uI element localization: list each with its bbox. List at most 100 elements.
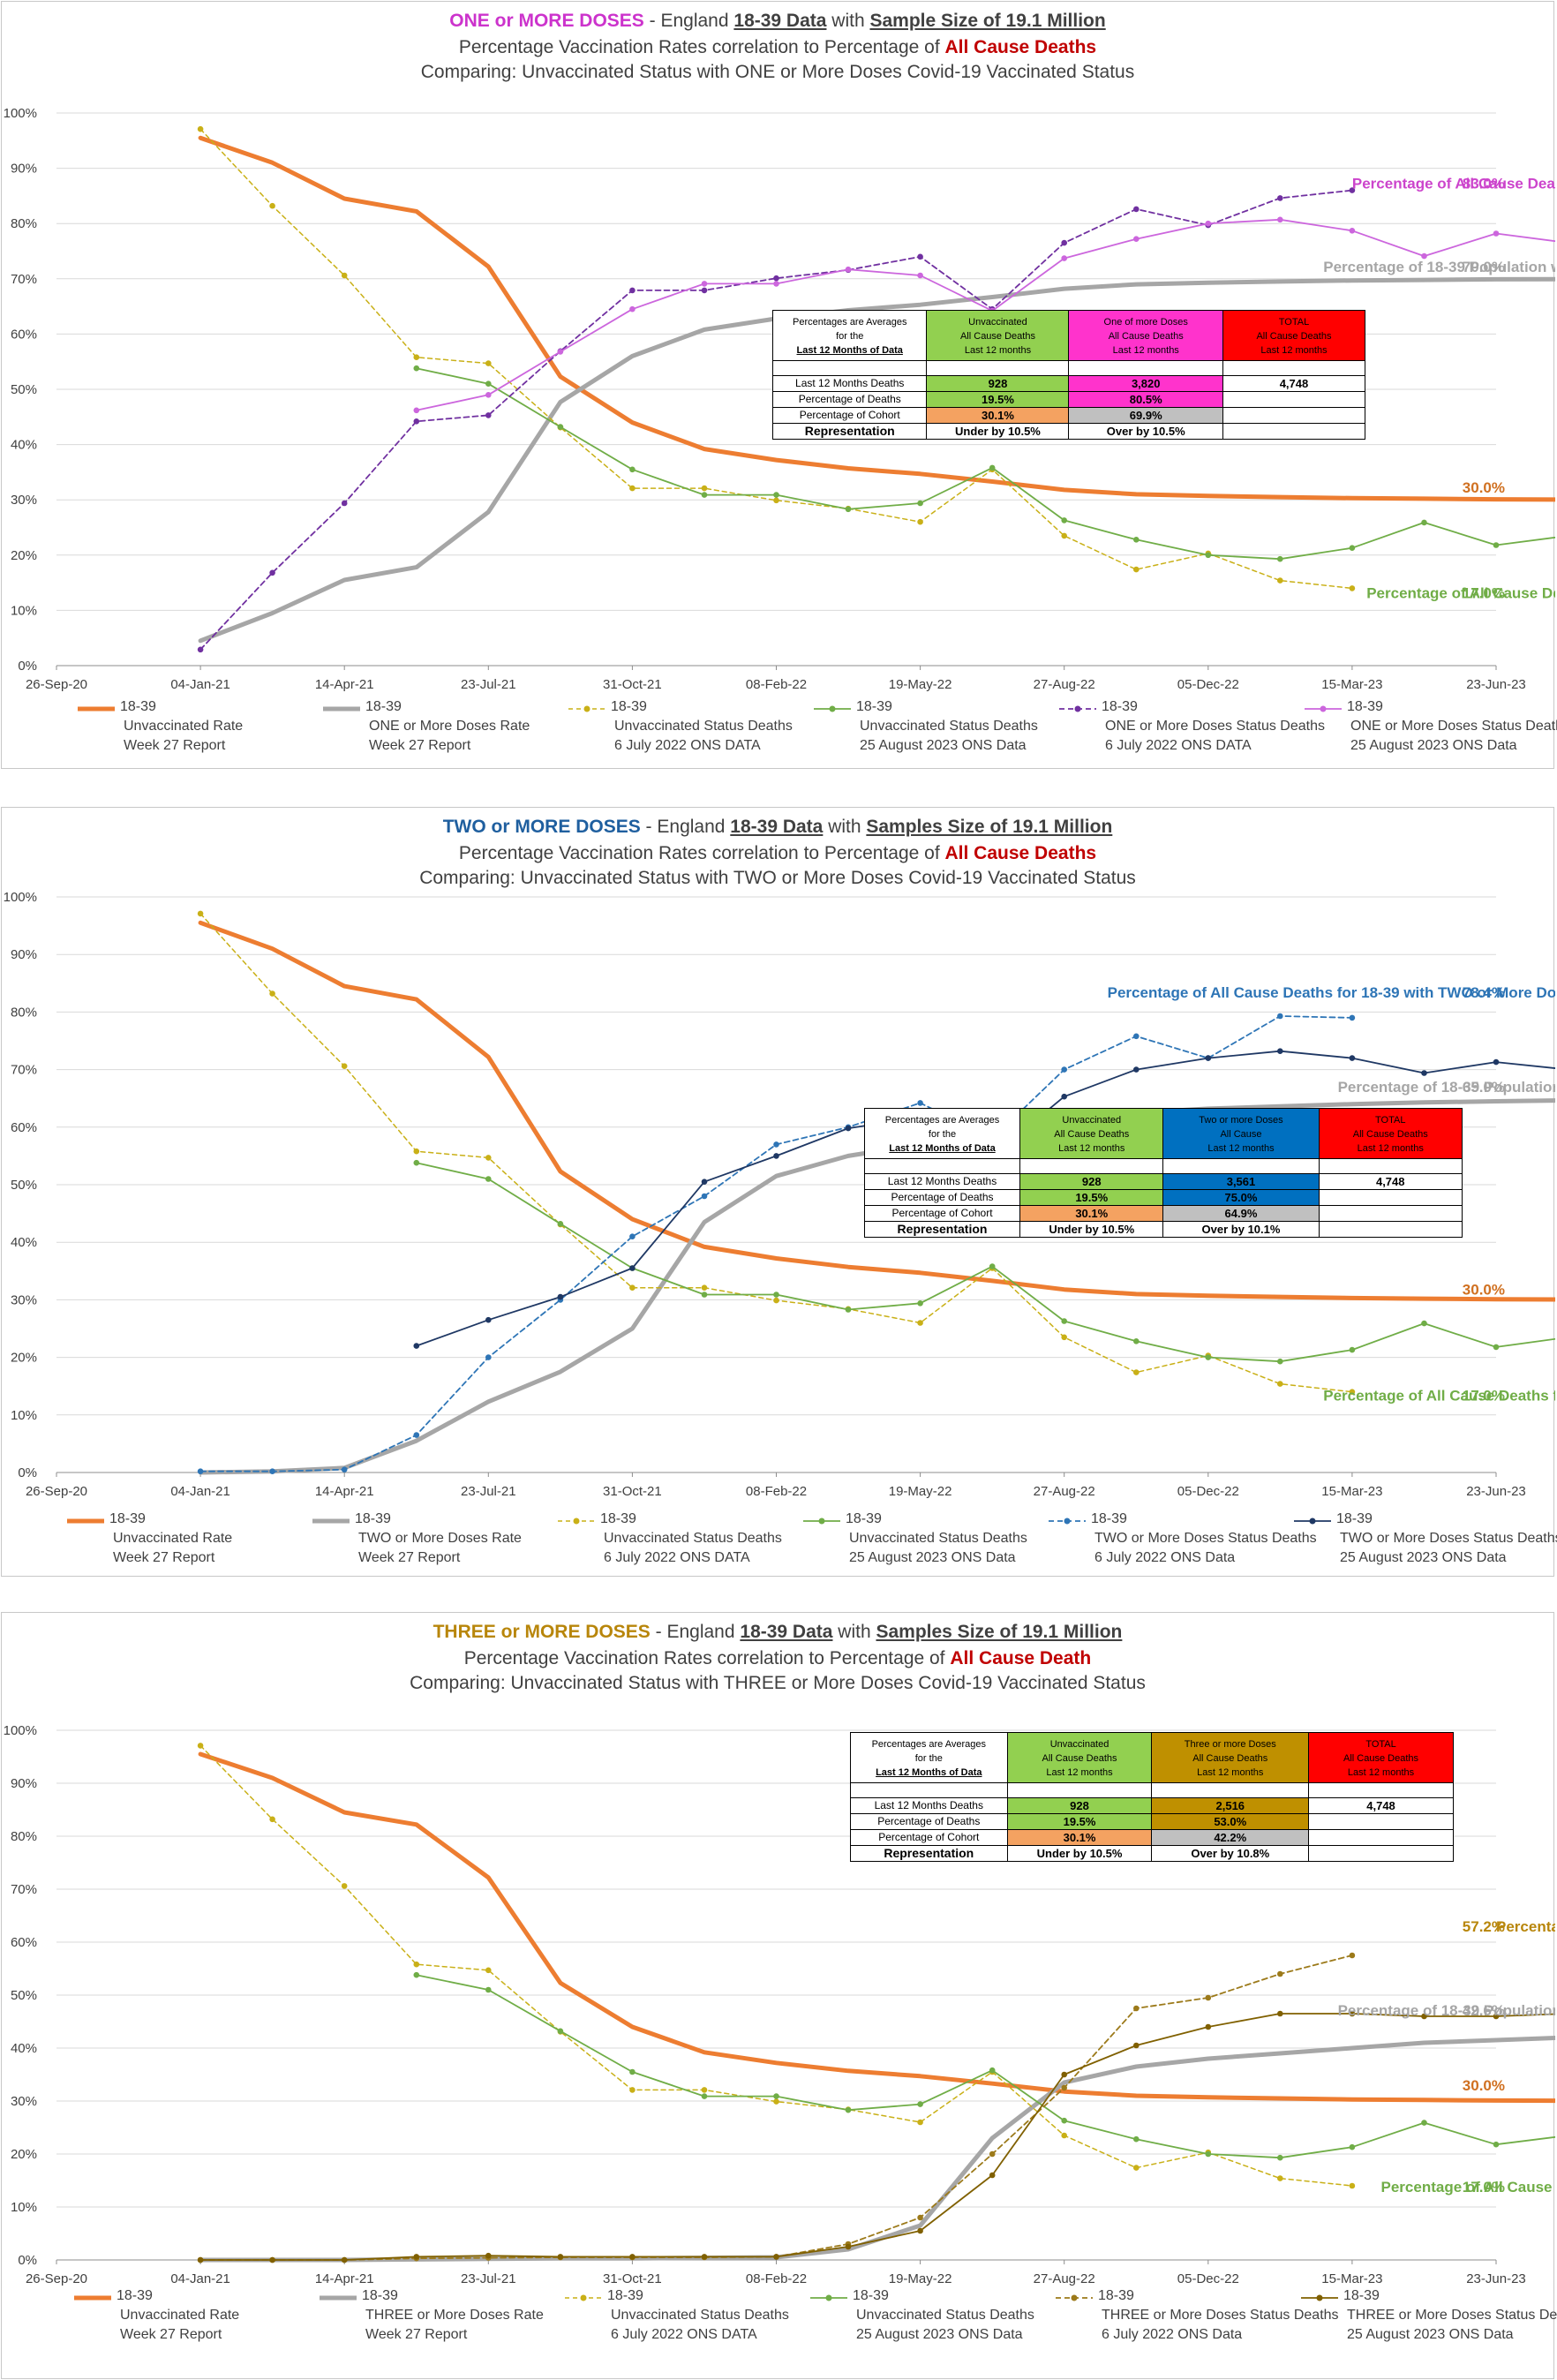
data-point (1349, 1055, 1356, 1061)
legend-line-1: Unvaccinated Rate (124, 719, 244, 734)
legend-series-name: 18-39 (365, 699, 402, 714)
data-point (1349, 1952, 1356, 1959)
table-row: Percentage of Deaths 19.5% 80.5% (771, 391, 1366, 408)
data-point (1277, 1970, 1283, 1977)
title-part: - England (650, 1622, 741, 1642)
table-spacer (863, 1158, 1021, 1174)
table-col-unvaccinated-line: Last 12 months (964, 345, 1032, 356)
line-chart-plot: 0% 10% 20% 30% 40% 50% 60% 70% 80% 90% 100% 26-Sep-… (4, 1723, 1555, 2286)
annotation-label: Percentage of All Cause Deaths for 18-39… (1108, 984, 1555, 1001)
title-part: - England (640, 817, 731, 837)
legend-line-1: Unvaccinated Rate (113, 1531, 233, 1546)
data-point (989, 464, 996, 471)
data-point (485, 1967, 492, 1974)
data-point (1421, 519, 1427, 526)
title-part: with (823, 817, 867, 837)
table-col-total: TOTAL All Cause Deaths Last 12 months (1318, 1108, 1463, 1159)
row-value-unvaccinated: Under by 10.5% (1006, 1845, 1153, 1862)
data-point (1133, 537, 1140, 543)
legend-line-1: THREE or More Doses Status Deaths (1347, 2308, 1557, 2323)
legend-swatch (810, 2294, 847, 2301)
annotation-value: 83.0% (1463, 176, 1505, 192)
data-point (557, 1293, 564, 1300)
data-point (701, 1179, 708, 1185)
annotation-value: 78.4% (1463, 984, 1505, 1001)
y-tick-label: 10% (11, 1408, 37, 1423)
data-point (269, 1468, 275, 1474)
data-point (413, 407, 420, 414)
subtitle-text: Percentage Vaccination Rates correlation… (458, 843, 945, 863)
title-dose-label: ONE or MORE DOSES (449, 11, 644, 31)
data-point (413, 1971, 420, 1978)
row-label: Last 12 Months Deaths (863, 1173, 1021, 1190)
legend-series-name: 18-39 (1102, 699, 1138, 714)
table-col-vaccinated-line: Three or more Doses (1184, 1739, 1276, 1750)
title-dose-label: TWO or MORE DOSES (442, 817, 641, 837)
data-point (1277, 195, 1283, 201)
y-tick-label: 60% (11, 1120, 37, 1135)
data-point (413, 1159, 420, 1166)
table-note-line: Last 12 Months of Data (876, 1767, 982, 1778)
x-tick-label: 27-Aug-22 (1034, 1484, 1095, 1499)
data-point (1421, 252, 1427, 260)
legend-line-2: 6 July 2022 ONS DATA (614, 738, 761, 753)
x-tick-label: 14-Apr-21 (315, 677, 374, 692)
data-point (1205, 2150, 1212, 2158)
y-tick-label: 70% (11, 272, 37, 287)
data-point (773, 1153, 779, 1159)
legend-line-2: Week 27 Report (369, 738, 471, 753)
x-tick-label: 14-Apr-21 (315, 2271, 374, 2286)
series-line (198, 276, 1555, 644)
data-point (1205, 1994, 1212, 2001)
legend-swatch (568, 705, 606, 712)
x-tick-label: 23-Jul-21 (461, 1484, 516, 1499)
legend-line-1: TWO or More Doses Status Deaths (1094, 1531, 1317, 1546)
x-tick-label: 05-Dec-22 (1177, 1484, 1239, 1499)
row-label: Percentage of Cohort (850, 1829, 1008, 1846)
chart-panel-three-doses: THREE or MORE DOSES - England 18-39 Data… (1, 1612, 1557, 2379)
table-col-vaccinated-line: All Cause Deaths (1192, 1753, 1268, 1764)
data-point (1349, 2182, 1356, 2189)
data-point (269, 202, 275, 209)
row-value-total: 4,748 (1222, 375, 1366, 392)
y-tick-label: 80% (11, 216, 37, 231)
data-point (989, 2150, 996, 2158)
row-label: Percentage of Cohort (771, 407, 928, 424)
data-point (1277, 2154, 1283, 2161)
data-point (197, 1468, 204, 1474)
table-row: Representation Under by 10.5% Over by 10.1… (863, 1221, 1463, 1238)
data-point (341, 1883, 348, 1889)
data-point (1421, 1320, 1427, 1327)
row-label: Percentage of Cohort (863, 1205, 1021, 1222)
data-point (773, 492, 779, 498)
data-point (773, 2098, 779, 2105)
y-tick-label: 10% (11, 2200, 37, 2215)
data-point (197, 910, 204, 917)
data-point (485, 2252, 492, 2259)
series-line (198, 920, 1555, 1302)
data-point (917, 500, 923, 507)
series-line (199, 189, 1353, 651)
legend-swatch (1059, 705, 1096, 712)
x-tick-label: 19-May-22 (889, 1484, 952, 1499)
legend-line-2: 6 July 2022 ONS DATA (604, 1550, 750, 1565)
table-row: Percentage of Deaths 19.5% 53.0% (850, 1813, 1454, 1830)
legend-line-2: 25 August 2023 ONS Data (860, 738, 1027, 753)
data-point (413, 418, 420, 425)
table-col-total-line: TOTAL (1278, 317, 1310, 328)
row-value-total: 4,748 (1308, 1797, 1454, 1814)
x-tick-label: 23-Jun-23 (1466, 677, 1526, 692)
chart-subtitle-2: Comparing: Unvaccinated Status with THRE… (410, 1673, 1146, 1693)
x-tick-label: 19-May-22 (889, 2271, 952, 2286)
legend-line-2: 6 July 2022 ONS Data (1094, 1550, 1236, 1565)
data-point (1493, 1058, 1500, 1066)
data-point (845, 506, 852, 513)
data-point (1061, 2084, 1067, 2091)
series-0 (198, 135, 1555, 502)
data-point (773, 1292, 779, 1298)
data-point (1493, 2141, 1500, 2148)
y-tick-label: 50% (11, 1178, 37, 1193)
data-point (197, 125, 204, 132)
legend-swatch (320, 2295, 357, 2301)
table-col-vaccinated-line: One of more Doses (1103, 317, 1188, 328)
